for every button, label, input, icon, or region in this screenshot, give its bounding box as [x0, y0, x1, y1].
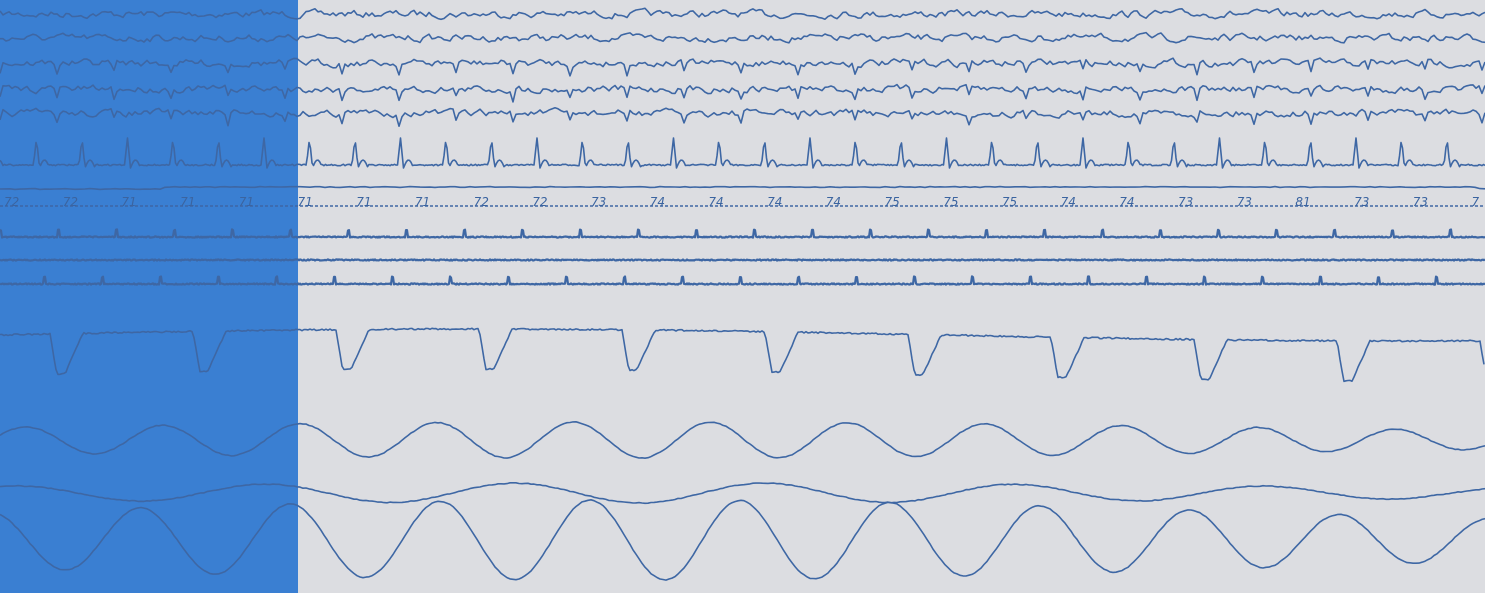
effort-trace	[0, 499, 1485, 581]
traces	[0, 7, 1485, 581]
heart-rate-label: 73	[1413, 195, 1428, 209]
heart-rate-label: 71	[298, 195, 313, 209]
heart-rate-label: 74	[767, 195, 782, 209]
highlight-panel	[0, 0, 298, 593]
heart-rate-label: 73	[1178, 195, 1193, 209]
heart-rate-label: 81	[1295, 195, 1310, 209]
tick-trace	[0, 228, 1485, 239]
eeg-trace	[0, 57, 1485, 77]
heart-rate-label: 75	[1002, 195, 1017, 209]
heart-rate-label: 73	[1237, 195, 1252, 209]
effort-trace	[0, 421, 1485, 459]
heart-rate-label: 71	[239, 195, 254, 209]
heart-rate-label: 75	[885, 195, 900, 209]
eeg-trace	[0, 7, 1485, 21]
heart-rate-label: 71	[356, 195, 371, 209]
heart-rate-label: 73	[591, 195, 606, 209]
heart-rate-label: 72	[532, 195, 547, 209]
heart-rate-label: 74	[826, 195, 841, 209]
eeg-trace	[0, 31, 1485, 44]
flow-trace	[0, 327, 1485, 383]
eeg-trace	[0, 107, 1485, 127]
heart-rate-label: 75	[943, 195, 958, 209]
tick-trace	[0, 275, 1485, 286]
tick-trace	[0, 258, 1485, 262]
heart-rate-labels: 72 72 71 71 71 71 71 71 72 72 73 74 74 74 74 75 75 75 74 74…	[4, 195, 1480, 209]
heart-rate-label: 74	[1061, 195, 1076, 209]
heart-rate-label: 7	[1472, 195, 1480, 209]
heart-rate-label: 73	[1354, 195, 1369, 209]
marker-trace	[0, 185, 1485, 191]
heart-rate-label: 71	[415, 195, 430, 209]
heart-rate-label: 71	[121, 195, 136, 209]
ecg-trace	[0, 137, 1485, 169]
heart-rate-label: 72	[63, 195, 78, 209]
heart-rate-label: 74	[708, 195, 723, 209]
effort-trace	[0, 482, 1485, 505]
heart-rate-label: 72	[4, 195, 19, 209]
eeg-trace	[0, 83, 1485, 103]
heart-rate-label: 71	[180, 195, 195, 209]
heart-rate-label: 74	[1119, 195, 1134, 209]
heart-rate-label: 72	[474, 195, 489, 209]
heart-rate-label: 74	[650, 195, 665, 209]
